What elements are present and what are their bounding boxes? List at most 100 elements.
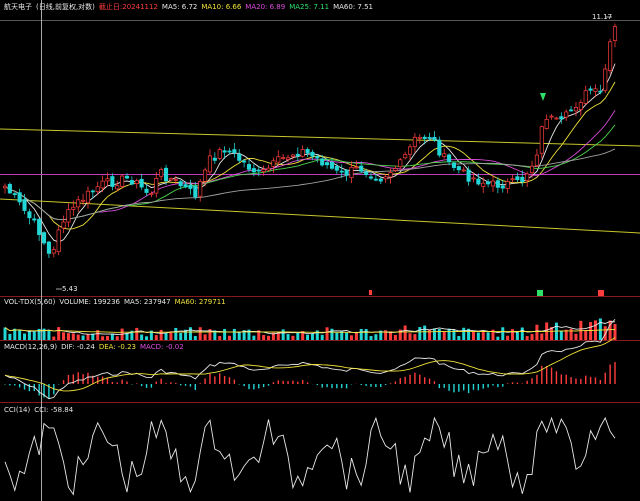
volume-bar	[486, 332, 490, 340]
macd-bar	[48, 384, 50, 399]
candlestick	[232, 143, 237, 158]
candle-body	[334, 165, 339, 171]
volume-bar	[608, 320, 612, 340]
candle-body	[256, 169, 261, 172]
volume-bar	[149, 330, 153, 340]
dea-line	[4, 337, 616, 392]
volume-bar	[291, 335, 295, 340]
candle-body	[46, 241, 51, 254]
macd-bar	[321, 384, 323, 388]
volume-bar	[281, 329, 285, 340]
macd-bar	[570, 377, 572, 384]
candlestick	[515, 172, 520, 183]
candle-body	[139, 178, 144, 188]
volume-bar	[379, 330, 383, 340]
candlestick	[534, 149, 539, 168]
volume-bar	[188, 327, 192, 340]
volume-bar	[271, 332, 275, 340]
volume-bar	[589, 322, 593, 340]
macd-bar	[585, 375, 587, 384]
candle-body	[329, 161, 335, 169]
candle-body	[12, 193, 17, 195]
macd-bar	[463, 384, 465, 391]
candlestick	[344, 169, 349, 182]
candlestick	[183, 181, 188, 189]
trend-line-upper[interactable]	[0, 128, 640, 147]
macd-bar	[116, 382, 118, 384]
candlestick	[339, 164, 344, 179]
macd-bar	[341, 384, 343, 389]
macd-bar	[82, 374, 84, 384]
candle-body	[163, 167, 169, 182]
candlestick	[393, 165, 398, 173]
candlestick	[246, 159, 252, 173]
macd-bar	[487, 384, 489, 388]
candle-body	[41, 232, 47, 244]
candlestick	[144, 184, 149, 196]
macd-bar	[404, 376, 406, 384]
volume-bar	[540, 333, 544, 340]
volume-bar	[462, 327, 466, 340]
candle-body	[61, 221, 66, 229]
macd-bar	[550, 367, 553, 384]
ma10-line	[4, 81, 616, 230]
volume-bar	[437, 329, 441, 340]
volume-bar	[330, 328, 334, 340]
candlestick	[115, 180, 120, 191]
candlestick	[461, 167, 466, 173]
candle-body	[85, 190, 91, 204]
candlestick	[437, 136, 442, 158]
candlestick	[56, 225, 61, 256]
candle-body	[188, 184, 193, 189]
candlestick	[368, 172, 374, 181]
candlestick	[242, 159, 247, 168]
candle-body	[300, 149, 305, 157]
candle-body	[515, 176, 520, 181]
volume-bar	[574, 333, 578, 340]
candlestick	[129, 176, 134, 186]
macd-bar	[453, 384, 455, 393]
volume-bar	[208, 329, 212, 340]
volume-bar	[349, 335, 353, 340]
volume-bar	[457, 336, 461, 340]
candle-body	[339, 170, 344, 173]
macd-bar	[448, 384, 450, 391]
candle-body	[505, 181, 510, 189]
candle-body	[100, 180, 105, 189]
candle-body	[598, 90, 603, 93]
candlestick	[217, 147, 222, 161]
candle-body	[56, 229, 61, 253]
macd-bar	[531, 378, 533, 384]
candle-body	[354, 166, 359, 169]
candle-body	[608, 41, 613, 71]
ma25-value: MA25: 7.11	[289, 3, 330, 11]
trend-line-lower[interactable]	[0, 198, 640, 234]
candlestick	[564, 109, 569, 121]
volume-bar	[442, 331, 446, 340]
macd-bar	[301, 380, 304, 384]
candlestick	[41, 231, 47, 246]
candlestick	[193, 181, 198, 200]
volume-bar	[354, 331, 358, 340]
volume-bar	[52, 336, 56, 340]
candlestick	[383, 174, 388, 183]
volume-bar	[393, 335, 397, 340]
macd-bar	[326, 384, 328, 388]
candlestick	[134, 178, 139, 189]
candlestick	[378, 177, 383, 185]
candle-body	[32, 218, 37, 221]
macd-bar	[28, 384, 31, 392]
candle-body	[593, 88, 598, 92]
macd-bar	[106, 377, 109, 384]
macd-bar	[545, 365, 548, 384]
volume-bar	[203, 334, 207, 340]
volume-bar	[476, 332, 480, 340]
volume-bar	[247, 329, 251, 340]
candlestick	[510, 175, 515, 183]
candlestick	[237, 149, 242, 164]
cci-pane-header: CCI(14) CCI: -58.84	[4, 405, 77, 415]
candlestick	[554, 116, 559, 120]
volume-bar	[184, 329, 188, 340]
candle-body	[22, 199, 27, 211]
